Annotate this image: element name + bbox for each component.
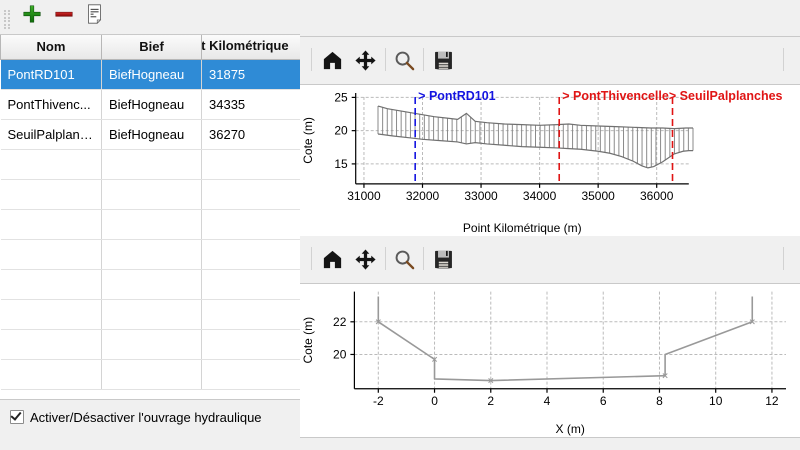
svg-text:34000: 34000 [523, 189, 557, 203]
svg-text:33000: 33000 [464, 189, 498, 203]
svg-text:10: 10 [709, 394, 723, 408]
svg-text:> PontRD101: > PontRD101 [418, 89, 496, 103]
svg-text:6: 6 [600, 394, 607, 408]
svg-text:15: 15 [334, 157, 348, 171]
svg-text:> SeuilPalplanches: > SeuilPalplanches [669, 89, 783, 103]
svg-text:Cote (m): Cote (m) [301, 117, 315, 164]
svg-text:36000: 36000 [640, 189, 674, 203]
svg-text:0: 0 [431, 394, 438, 408]
svg-text:35000: 35000 [581, 189, 615, 203]
svg-text:20: 20 [334, 124, 348, 138]
svg-text:Point Kilométrique (m): Point Kilométrique (m) [463, 221, 582, 235]
svg-text:-2: -2 [373, 394, 384, 408]
svg-text:32000: 32000 [406, 189, 440, 203]
svg-text:X (m): X (m) [556, 422, 585, 436]
svg-text:2: 2 [487, 394, 494, 408]
svg-text:> PontThivencelle: > PontThivencelle [562, 89, 669, 103]
svg-text:22: 22 [333, 315, 347, 329]
svg-text:8: 8 [656, 394, 663, 408]
svg-text:4: 4 [544, 394, 551, 408]
svg-text:Cote (m): Cote (m) [301, 317, 315, 364]
svg-text:12: 12 [765, 394, 779, 408]
svg-text:25: 25 [334, 90, 348, 104]
svg-text:20: 20 [333, 347, 347, 361]
svg-text:31000: 31000 [347, 189, 381, 203]
